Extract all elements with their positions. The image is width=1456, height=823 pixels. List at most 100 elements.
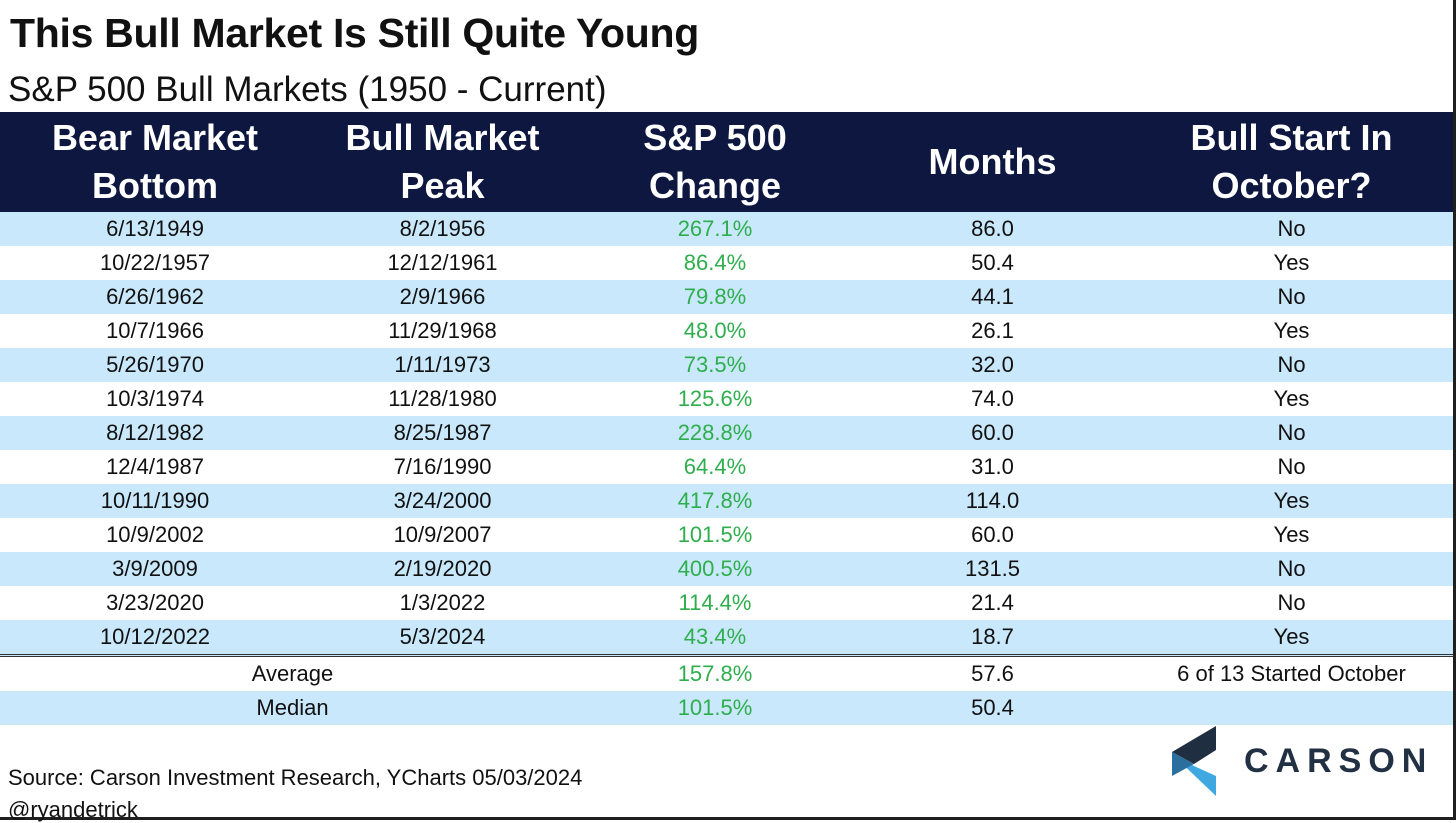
cell-months: 44.1 (855, 280, 1130, 314)
summary-october: 6 of 13 Started October (1130, 654, 1453, 691)
table-row: 12/4/1987 7/16/1990 64.4% 31.0 No (0, 450, 1453, 484)
cell-october: No (1130, 280, 1453, 314)
cell-months: 86.0 (855, 212, 1130, 246)
cell-october: No (1130, 552, 1453, 586)
cell-october: Yes (1130, 484, 1453, 518)
cell-bear-bottom: 8/12/1982 (0, 416, 310, 450)
table-row: 6/13/1949 8/2/1956 267.1% 86.0 No (0, 212, 1453, 246)
cell-months: 18.7 (855, 620, 1130, 656)
table-row: 3/23/2020 1/3/2022 114.4% 21.4 No (0, 586, 1453, 620)
author-handle: @ryandetrick (8, 797, 138, 822)
cell-bull-peak: 1/11/1973 (310, 348, 575, 382)
table-row: 3/9/2009 2/19/2020 400.5% 131.5 No (0, 552, 1453, 586)
table-row: 10/9/2002 10/9/2007 101.5% 60.0 Yes (0, 518, 1453, 552)
cell-bull-peak: 2/19/2020 (310, 552, 575, 586)
cell-bear-bottom: 10/22/1957 (0, 246, 310, 280)
chevron-mid (1172, 752, 1194, 776)
bull-market-table: Bear Market Bottom Bull Market Peak S&P … (0, 112, 1453, 725)
cell-change: 267.1% (575, 212, 855, 246)
cell-months: 60.0 (855, 416, 1130, 450)
table-body: 6/13/1949 8/2/1956 267.1% 86.0 No 10/22/1957 1… (0, 212, 1453, 725)
header-text: Peak (400, 165, 485, 206)
table-row: 8/12/1982 8/25/1987 228.8% 60.0 No (0, 416, 1453, 450)
summary-change: 157.8% (575, 654, 855, 691)
cell-bear-bottom: 6/26/1962 (0, 280, 310, 314)
cell-bear-bottom: 10/11/1990 (0, 484, 310, 518)
cell-october: No (1130, 348, 1453, 382)
table-row: 10/11/1990 3/24/2000 417.8% 114.0 Yes (0, 484, 1453, 518)
chart-subtitle: S&P 500 Bull Markets (1950 - Current) (8, 70, 607, 109)
cell-change: 64.4% (575, 450, 855, 484)
summary-october (1130, 691, 1453, 725)
summary-label: Average (0, 654, 575, 691)
bull-market-table-container: Bear Market Bottom Bull Market Peak S&P … (0, 112, 1453, 725)
table-header: Bear Market Bottom Bull Market Peak S&P … (0, 112, 1453, 212)
cell-bear-bottom: 10/12/2022 (0, 620, 310, 656)
cell-bear-bottom: 10/7/1966 (0, 314, 310, 348)
cell-bear-bottom: 3/9/2009 (0, 552, 310, 586)
cell-months: 60.0 (855, 518, 1130, 552)
summary-change: 101.5% (575, 691, 855, 725)
cell-change: 86.4% (575, 246, 855, 280)
table-row: 6/26/1962 2/9/1966 79.8% 44.1 No (0, 280, 1453, 314)
cell-change: 79.8% (575, 280, 855, 314)
header-months: Months (855, 112, 1130, 212)
cell-change: 114.4% (575, 586, 855, 620)
cell-change: 417.8% (575, 484, 855, 518)
header-bull-market-peak: Bull Market Peak (310, 112, 575, 212)
cell-change: 48.0% (575, 314, 855, 348)
cell-october: No (1130, 586, 1453, 620)
header-text: Bull Start In (1190, 117, 1393, 158)
table-row: 10/7/1966 11/29/1968 48.0% 26.1 Yes (0, 314, 1453, 348)
summary-months: 57.6 (855, 654, 1130, 691)
cell-october: Yes (1130, 620, 1453, 656)
cell-bull-peak: 12/12/1961 (310, 246, 575, 280)
cell-october: No (1130, 416, 1453, 450)
cell-bear-bottom: 5/26/1970 (0, 348, 310, 382)
cell-bear-bottom: 6/13/1949 (0, 212, 310, 246)
cell-months: 31.0 (855, 450, 1130, 484)
header-text: Change (648, 165, 781, 206)
cell-bull-peak: 11/29/1968 (310, 314, 575, 348)
header-october-start: Bull Start In October? (1130, 112, 1453, 212)
cell-bear-bottom: 10/9/2002 (0, 518, 310, 552)
summary-months: 50.4 (855, 691, 1130, 725)
cell-change: 101.5% (575, 518, 855, 552)
cell-months: 32.0 (855, 348, 1130, 382)
cell-months: 74.0 (855, 382, 1130, 416)
cell-october: No (1130, 450, 1453, 484)
cell-change: 73.5% (575, 348, 855, 382)
header-bear-market-bottom: Bear Market Bottom (0, 112, 310, 212)
table-row: 10/3/1974 11/28/1980 125.6% 74.0 Yes (0, 382, 1453, 416)
cell-change: 43.4% (575, 620, 855, 656)
cell-months: 21.4 (855, 586, 1130, 620)
cell-change: 228.8% (575, 416, 855, 450)
summary-label: Median (0, 691, 575, 725)
cell-october: Yes (1130, 382, 1453, 416)
source-note: Source: Carson Investment Research, YCha… (8, 765, 583, 790)
summary-row: Average 157.8% 57.6 6 of 13 Started October (0, 654, 1453, 691)
cell-bull-peak: 11/28/1980 (310, 382, 575, 416)
cell-bull-peak: 5/3/2024 (310, 620, 575, 656)
table-row: 10/12/2022 5/3/2024 43.4% 18.7 Yes (0, 620, 1453, 656)
cell-bull-peak: 7/16/1990 (310, 450, 575, 484)
cell-bear-bottom: 10/3/1974 (0, 382, 310, 416)
table-row: 10/22/1957 12/12/1961 86.4% 50.4 Yes (0, 246, 1453, 280)
cell-months: 50.4 (855, 246, 1130, 280)
cell-bull-peak: 10/9/2007 (310, 518, 575, 552)
header-text: Bottom (92, 165, 218, 206)
header-text: Bear Market (51, 117, 259, 158)
header-sp500-change: S&P 500 Change (575, 112, 855, 212)
header-text: Months (928, 141, 1057, 182)
cell-bull-peak: 1/3/2022 (310, 586, 575, 620)
chevron-dark-top (1172, 726, 1216, 764)
cell-october: No (1130, 212, 1453, 246)
cell-change: 400.5% (575, 552, 855, 586)
cell-october: Yes (1130, 246, 1453, 280)
cell-october: Yes (1130, 518, 1453, 552)
cell-change: 125.6% (575, 382, 855, 416)
cell-bear-bottom: 12/4/1987 (0, 450, 310, 484)
summary-row: Median 101.5% 50.4 (0, 691, 1453, 725)
cell-months: 26.1 (855, 314, 1130, 348)
